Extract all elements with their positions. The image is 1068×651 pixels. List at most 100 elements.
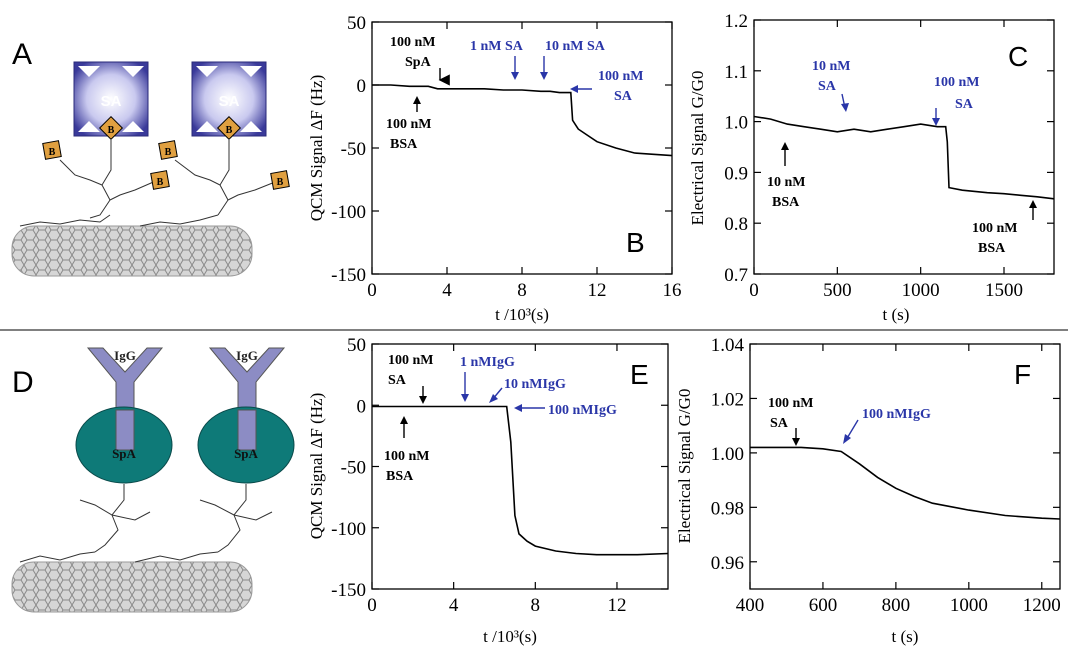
chart-f-xtick-label: 400 bbox=[736, 595, 765, 616]
chart-e-ytick-label: 0 bbox=[357, 396, 367, 417]
chart-e-ylabel: QCM Signal ΔF (Hz) bbox=[307, 393, 326, 539]
chart-e-xlabel: t /10³(s) bbox=[483, 627, 537, 646]
annot-e-1nmigg: 1 nMIgG bbox=[460, 355, 515, 370]
biotin-label-2: B bbox=[226, 125, 233, 136]
chart-c-xlabel: t (s) bbox=[883, 305, 910, 324]
annotations-e: 100 nM SA 100 nM BSA 1 nMIgG 10 nMIgG 10… bbox=[384, 353, 617, 484]
annot-c-100nmsa-1: 100 nM bbox=[934, 75, 980, 90]
chart-b-xtick-label: 16 bbox=[663, 280, 682, 301]
annot-b-spa-2: SpA bbox=[405, 55, 432, 70]
annot-c-10nmbsa-2: BSA bbox=[772, 195, 800, 210]
spa-label-1: SpA bbox=[112, 446, 136, 461]
annot-e-100nmsa-1: 100 nM bbox=[388, 353, 434, 368]
nanotube-d bbox=[11, 561, 253, 613]
igg-spa-2: IgG SpA bbox=[197, 347, 295, 484]
annotations-b: 100 nM SpA 100 nM BSA 1 nM SA 10 nM SA 1… bbox=[386, 35, 644, 152]
chart-f-xtick-label: 1000 bbox=[950, 595, 988, 616]
chart-c-ytick-label: 1.0 bbox=[724, 113, 748, 134]
chart-f-xtick-label: 600 bbox=[809, 595, 838, 616]
biotin-tags-a: B B B B bbox=[42, 140, 290, 190]
chart-f-ytick-label: 0.96 bbox=[711, 553, 744, 574]
chart-c-ytick-label: 0.8 bbox=[724, 214, 748, 235]
chart-c-ytick-label: 1.1 bbox=[724, 62, 748, 83]
spa-label-2: SpA bbox=[234, 446, 258, 461]
linker-molecules-a bbox=[19, 140, 281, 227]
chart-f-xtick-label: 1200 bbox=[1023, 595, 1061, 616]
annot-b-1nmsa: 1 nM SA bbox=[470, 39, 524, 54]
annot-c-10nmsa-1: 10 nM bbox=[812, 59, 851, 74]
biotin-tag-a3: B bbox=[157, 177, 164, 188]
annotations-f: 100 nM SA 100 nMIgG bbox=[768, 396, 931, 431]
chart-b-xtick-label: 12 bbox=[588, 280, 607, 301]
nanotube-a bbox=[11, 225, 253, 277]
chart-e-series-line bbox=[372, 405, 669, 556]
chart-b-ytick-label: 0 bbox=[357, 76, 367, 97]
annot-c-100nmbsa-1: 100 nM bbox=[972, 221, 1018, 236]
annot-b-10nmsa: 10 nM SA bbox=[545, 39, 606, 54]
chart-f-ylabel: Electrical Signal G/G0 bbox=[675, 389, 694, 544]
chart-e: E QCM Signal ΔF (Hz) t /10³(s) bbox=[307, 343, 669, 646]
annot-b-spa-1: 100 nM bbox=[390, 35, 436, 50]
annotations-c: 10 nM SA 100 nM SA 10 nM BSA 100 nM BSA bbox=[767, 59, 1018, 256]
panel-label-c: C bbox=[1008, 41, 1028, 72]
chart-c-ytick-label: 0.7 bbox=[724, 265, 748, 286]
panel-label-b: B bbox=[626, 227, 645, 258]
igg-label-1: IgG bbox=[114, 348, 136, 363]
igg-spa-1: IgG SpA bbox=[75, 347, 173, 484]
chart-b-series-line bbox=[372, 84, 673, 157]
chart-b-ylabel: QCM Signal ΔF (Hz) bbox=[307, 75, 326, 221]
annot-e-100nmsa-2: SA bbox=[388, 373, 407, 388]
annot-e-100nmigg: 100 nMIgG bbox=[548, 403, 617, 418]
chart-b-xlabel: t /10³(s) bbox=[495, 305, 549, 324]
chart-c-ylabel: Electrical Signal G/G0 bbox=[688, 71, 707, 226]
igg-label-2: IgG bbox=[236, 348, 258, 363]
chart-b-ytick-label: -100 bbox=[331, 202, 366, 223]
chart-e-xtick-label: 0 bbox=[367, 595, 377, 616]
chart-b-xtick-label: 0 bbox=[367, 280, 377, 301]
annot-e-100nmbsa-1: 100 nM bbox=[384, 449, 430, 464]
biotin-tag-a4: B bbox=[277, 177, 284, 188]
chart-marks: 500-50-100-1500 4 8 12 161.21.11.00.90.80.70… bbox=[331, 11, 1061, 616]
annotation-arrows bbox=[400, 56, 1037, 446]
schematic-a: A SA B SA B bbox=[11, 38, 290, 277]
chart-f-series-line bbox=[750, 446, 1061, 520]
chart-c-xtick-label: 1500 bbox=[985, 280, 1023, 301]
chart-c-xtick-label: 0 bbox=[749, 280, 759, 301]
annot-e-10nmigg: 10 nMIgG bbox=[504, 377, 566, 392]
sa-label-2: SA bbox=[219, 93, 240, 110]
annot-c-100nmsa-2: SA bbox=[955, 97, 974, 112]
annot-c-10nmsa-2: SA bbox=[818, 79, 837, 94]
chart-c-xtick-label: 500 bbox=[823, 280, 852, 301]
annot-b-100nmsa-1: 100 nM bbox=[598, 69, 644, 84]
chart-b-xtick-label: 8 bbox=[517, 280, 527, 301]
sa-protein-1: SA B bbox=[73, 61, 149, 141]
chart-e-ytick-label: -150 bbox=[331, 580, 366, 601]
annot-f-100nmigg: 100 nMIgG bbox=[862, 407, 931, 422]
sa-protein-2: SA B bbox=[191, 61, 267, 141]
chart-f-ytick-label: 1.00 bbox=[711, 444, 744, 465]
chart-c-ytick-label: 0.9 bbox=[724, 163, 748, 184]
chart-f-ytick-label: 0.98 bbox=[711, 498, 744, 519]
annot-b-bsa-1: 100 nM bbox=[386, 117, 432, 132]
biotin-tag-a2: B bbox=[165, 147, 172, 158]
chart-e-xtick-label: 4 bbox=[449, 595, 459, 616]
chart-b-ytick-label: -150 bbox=[331, 265, 366, 286]
chart-e-ytick-label: -50 bbox=[341, 458, 366, 479]
chart-f-ytick-label: 1.02 bbox=[711, 389, 744, 410]
biotin-label-1: B bbox=[108, 125, 115, 136]
panel-label-d: D bbox=[12, 366, 34, 399]
biotin-tag-a1: B bbox=[49, 147, 56, 158]
annot-b-100nmsa-2: SA bbox=[614, 89, 633, 104]
chart-e-ytick-label: 50 bbox=[347, 335, 366, 356]
chart-e-xtick-label: 8 bbox=[531, 595, 541, 616]
sa-label-1: SA bbox=[101, 93, 122, 110]
chart-f-xtick-label: 800 bbox=[882, 595, 911, 616]
annot-f-100nmsa-1: 100 nM bbox=[768, 396, 814, 411]
chart-e-xtick-label: 12 bbox=[607, 595, 626, 616]
panel-label-f: F bbox=[1014, 359, 1031, 390]
annot-c-10nmbsa-1: 10 nM bbox=[767, 175, 806, 190]
annot-e-100nmbsa-2: BSA bbox=[386, 469, 414, 484]
chart-c-series-line bbox=[753, 115, 1055, 200]
